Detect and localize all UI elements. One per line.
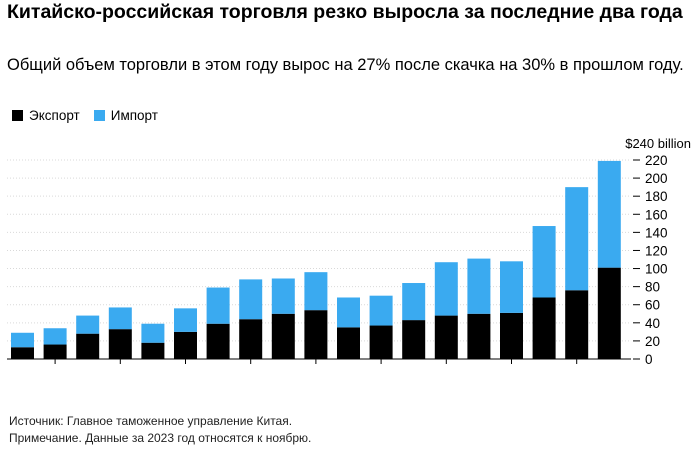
export-bar-2016 xyxy=(369,325,393,359)
export-bar-2006 xyxy=(43,344,67,359)
y-tick-label: 220 xyxy=(645,153,668,168)
import-bar-2017 xyxy=(402,283,426,321)
export-bar-2013 xyxy=(271,313,295,359)
x-tick-label: '20 xyxy=(503,374,521,375)
export-bar-2023 xyxy=(597,267,621,359)
import-bar-2023 xyxy=(597,160,621,268)
import-bar-2009 xyxy=(141,323,165,343)
x-tick-label: '14 xyxy=(307,374,325,375)
import-bar-2022 xyxy=(565,187,589,291)
y-tick-label: 0 xyxy=(645,352,653,367)
import-bar-2006 xyxy=(43,328,67,345)
import-bar-2021 xyxy=(532,226,556,298)
export-bar-2018 xyxy=(434,315,458,359)
import-bar-2016 xyxy=(369,295,393,326)
legend-swatch-import xyxy=(93,110,105,121)
import-bar-2005 xyxy=(11,332,34,348)
import-bar-2014 xyxy=(304,272,328,311)
bars xyxy=(11,160,621,359)
export-bar-2011 xyxy=(206,323,230,359)
y-tick-label: 20 xyxy=(645,334,660,349)
import-bar-2007 xyxy=(76,315,100,334)
import-bar-2008 xyxy=(108,307,132,330)
y-tick-label: 160 xyxy=(645,207,668,222)
legend-item-import: Импорт xyxy=(93,108,158,123)
y-axis-unit-label: $240 billion xyxy=(625,136,691,151)
import-bar-2010 xyxy=(174,308,197,332)
import-bar-2012 xyxy=(239,279,263,320)
y-tick-label: 40 xyxy=(645,316,660,331)
source-note: Источник: Главное таможенное управление … xyxy=(9,414,293,428)
data-note: Примечание. Данные за 2023 год относятся… xyxy=(9,431,312,445)
legend-swatch-export xyxy=(12,110,23,121)
import-bar-2013 xyxy=(271,278,295,314)
x-tick-label: '12 xyxy=(242,374,260,375)
y-tick-label: 80 xyxy=(645,280,660,295)
export-bar-2020 xyxy=(500,312,523,359)
y-axis: 0 20 40 60 80 100 120 140 160 180 200 220 xyxy=(633,153,668,367)
x-tick-label: 2006 xyxy=(40,374,70,375)
import-bar-2019 xyxy=(467,258,491,314)
x-axis: 2006 '08 '10 '12 '14 '16 '18 '20 2022 xyxy=(40,359,592,375)
chart-title: Китайско-российская торговля резко вырос… xyxy=(7,1,683,23)
y-tick-label: 140 xyxy=(645,225,668,240)
export-bar-2021 xyxy=(532,297,556,359)
import-bar-2015 xyxy=(337,297,360,328)
import-bar-2020 xyxy=(500,261,523,313)
legend-item-export: Экспорт xyxy=(12,108,80,123)
export-bar-2019 xyxy=(467,313,491,359)
export-bar-2015 xyxy=(337,327,360,359)
x-tick-label: '16 xyxy=(372,374,390,375)
export-bar-2022 xyxy=(565,290,589,359)
import-bar-2018 xyxy=(434,262,458,316)
y-tick-label: 60 xyxy=(645,298,660,313)
legend-label-export: Экспорт xyxy=(29,108,80,123)
legend: Экспорт Импорт xyxy=(12,108,172,123)
export-bar-2005 xyxy=(11,347,34,359)
x-tick-label: '08 xyxy=(112,374,130,375)
export-bar-2008 xyxy=(108,329,132,359)
footer: Источник: Главное таможенное управление … xyxy=(9,413,311,447)
bar-chart: 0 20 40 60 80 100 120 140 160 180 200 220 2006 '08 '1… xyxy=(7,136,691,375)
export-bar-2012 xyxy=(239,319,263,359)
export-bar-2010 xyxy=(174,331,197,359)
export-bar-2014 xyxy=(304,310,328,359)
y-tick-label: 200 xyxy=(645,171,668,186)
legend-label-import: Импорт xyxy=(110,108,158,123)
y-tick-label: 100 xyxy=(645,262,668,277)
export-bar-2007 xyxy=(76,333,100,359)
x-tick-label: '10 xyxy=(177,374,195,375)
y-tick-label: 180 xyxy=(645,189,668,204)
x-tick-label: '18 xyxy=(438,374,456,375)
x-tick-label: 2022 xyxy=(562,374,592,375)
import-bar-2011 xyxy=(206,287,230,324)
y-tick-label: 120 xyxy=(645,243,668,258)
export-bar-2017 xyxy=(402,320,426,359)
chart-subtitle: Общий объем торговли в этом году вырос н… xyxy=(7,56,684,74)
export-bar-2009 xyxy=(141,342,165,359)
